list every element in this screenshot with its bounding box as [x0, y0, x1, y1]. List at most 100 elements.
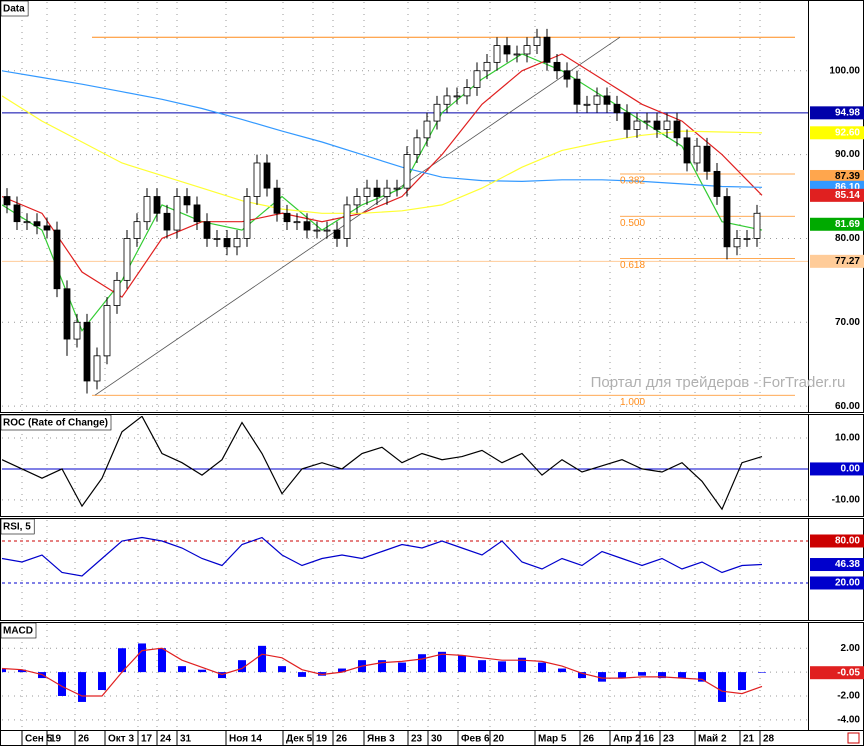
macd-bar	[478, 660, 486, 673]
candle-body	[23, 221, 31, 224]
price-marker-label: 77.27	[835, 256, 860, 267]
trend-line	[94, 36, 621, 396]
panel-frame	[0, 518, 864, 621]
price-marker	[810, 576, 864, 590]
price-marker-label: 94.98	[835, 107, 860, 118]
x-tick-label: 24	[160, 734, 172, 745]
panel-plot	[2, 2, 808, 412]
panel-title: RSI, 5	[3, 522, 31, 533]
panel-plot	[2, 624, 808, 730]
macd-bar	[158, 648, 166, 673]
candle-body	[63, 288, 71, 340]
y-tick-label: 100.00	[829, 65, 860, 76]
candle-body	[13, 204, 21, 223]
y-tick-label: -10.00	[832, 495, 861, 506]
macd-bar	[118, 648, 126, 673]
macd-bar	[658, 672, 666, 679]
candle-body	[133, 221, 141, 239]
candle-body	[3, 196, 11, 206]
candle-body	[593, 95, 601, 105]
x-tick-label: Дек 5	[286, 734, 313, 745]
y-tick-label: 10.00	[835, 433, 860, 444]
x-tick-label: Май 2	[698, 734, 727, 745]
candle-body	[183, 196, 191, 206]
panel-plot	[2, 520, 808, 620]
candle-body	[683, 137, 691, 164]
candle-body	[43, 225, 51, 231]
series-line	[2, 416, 763, 511]
price-marker-label: 87.39	[835, 171, 860, 182]
candle-body	[123, 238, 131, 281]
candle-body	[363, 187, 371, 197]
macd-bar	[338, 668, 346, 673]
x-tick-label: 16	[643, 734, 655, 745]
panel-plot	[2, 416, 808, 516]
x-tick-label: 21	[743, 734, 755, 745]
candle-body	[713, 170, 721, 197]
candle-body	[213, 238, 221, 240]
price-marker-label: -0.05	[837, 667, 860, 678]
candle-body	[73, 321, 81, 340]
macd-bar	[238, 660, 246, 673]
macd-bar	[638, 672, 646, 676]
x-tick-label: 28	[763, 734, 775, 745]
macd-bar	[438, 651, 446, 673]
macd-bar	[378, 660, 386, 673]
macd-bar	[78, 672, 86, 702]
macd-bar	[18, 669, 26, 673]
price-marker	[810, 106, 864, 120]
candle-body	[383, 187, 391, 197]
macd-bar	[398, 662, 406, 673]
y-tick-label: 80.00	[835, 233, 860, 244]
macd-bar	[578, 672, 586, 679]
watermark: Портал для трейдеров - ForTrader.ru	[591, 374, 846, 391]
price-marker	[810, 126, 864, 140]
price-marker-label: 86.10	[835, 182, 860, 193]
candle-body	[653, 120, 661, 130]
macd-bar	[758, 672, 766, 673]
x-tick-label: 30	[431, 734, 443, 745]
candle-body	[453, 95, 461, 98]
candle-body	[693, 145, 701, 164]
price-marker	[810, 169, 864, 183]
panel-title-bg	[0, 518, 35, 535]
candle-body	[263, 162, 271, 189]
candle-body	[273, 187, 281, 214]
x-tick-label: Мар 5	[538, 734, 567, 745]
candle-body	[523, 45, 531, 55]
macd-bar	[258, 645, 266, 673]
price-marker	[810, 188, 864, 202]
price-marker-label: 85.14	[835, 190, 860, 201]
candle-body	[633, 120, 641, 130]
x-tick-label: 26	[78, 734, 90, 745]
price-marker-label: 80.00	[835, 536, 860, 547]
candle-body	[293, 221, 301, 224]
x-tick-label: 31	[180, 734, 192, 745]
macd-bar	[98, 672, 106, 691]
series-line	[2, 647, 763, 697]
candle-body	[343, 204, 351, 239]
candle-body	[103, 305, 111, 357]
candle-body	[673, 120, 681, 139]
x-tick-label: 19	[316, 734, 328, 745]
y-tick-label: 2.00	[841, 643, 861, 654]
price-marker	[810, 558, 864, 572]
panel-title: Data	[3, 4, 25, 15]
candle-body	[243, 196, 251, 239]
scroll-button	[847, 732, 860, 744]
candle-body	[553, 61, 561, 72]
candle-body	[613, 103, 621, 114]
macd-bar	[138, 643, 146, 673]
candle-body	[353, 196, 361, 206]
macd-bar	[678, 672, 686, 679]
macd-bar	[498, 661, 506, 673]
candle-body	[503, 45, 511, 55]
series-line	[2, 95, 763, 214]
candle-body	[723, 196, 731, 248]
candle-body	[393, 187, 401, 190]
macd-bar	[558, 668, 566, 673]
y-tick-label: 70.00	[835, 317, 860, 328]
y-tick-label: 90.00	[835, 149, 860, 160]
candle-body	[423, 120, 431, 139]
candle-body	[313, 229, 321, 232]
